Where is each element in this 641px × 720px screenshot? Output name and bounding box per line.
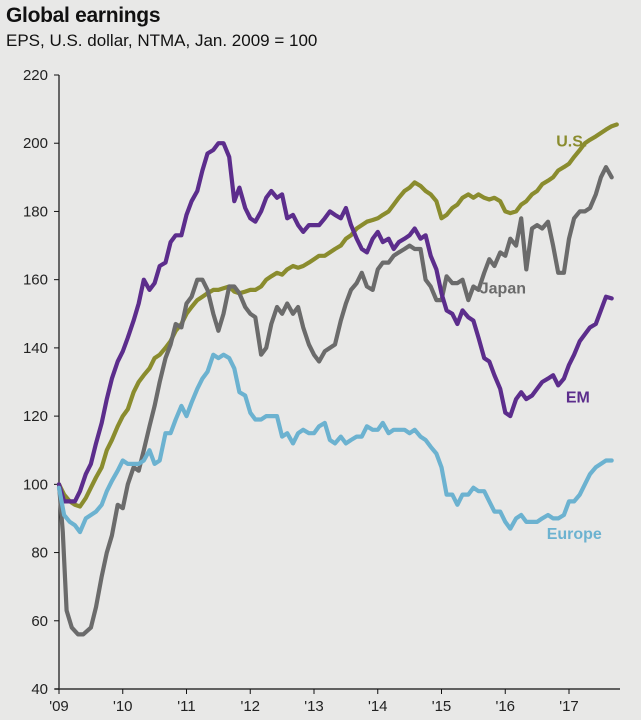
y-tick-label: 40 <box>31 681 48 698</box>
y-tick-label: 200 <box>23 135 48 152</box>
x-tick-label: '16 <box>495 698 515 715</box>
series-label-japan: Japan <box>480 280 526 297</box>
series-label-us: U.S. <box>556 134 587 151</box>
chart-title: Global earnings <box>6 4 161 27</box>
x-tick-label: '12 <box>240 698 260 715</box>
series-line-us <box>56 122 619 509</box>
y-tick-label: 100 <box>23 476 48 493</box>
y-tick-label: 180 <box>23 203 48 220</box>
y-tick-label: 120 <box>23 408 48 425</box>
chart-subtitle: EPS, U.S. dollar, NTMA, Jan. 2009 = 100 <box>6 31 318 50</box>
x-tick-label: '17 <box>559 698 579 715</box>
y-tick-label: 80 <box>31 545 48 562</box>
series-label-europe: Europe <box>547 526 602 543</box>
x-tick-label: '15 <box>432 698 452 715</box>
x-tick-label: '11 <box>177 698 195 715</box>
x-tick-label: '13 <box>304 698 324 715</box>
axes: 40 60 80 100 120 140 160 180 200 220 '09 '10 '11 '12 '… <box>23 67 620 715</box>
series-line-europe <box>56 352 614 535</box>
series-lines <box>56 122 619 637</box>
y-tick-label: 60 <box>31 613 48 630</box>
series-label-em: EM <box>566 389 590 406</box>
y-tick-label: 140 <box>23 340 48 357</box>
x-tick-label: '10 <box>113 698 133 715</box>
y-tick-label: 220 <box>23 67 48 84</box>
series-line-japan <box>56 165 614 637</box>
x-tick-label: '14 <box>368 698 388 715</box>
y-tick-label: 160 <box>23 272 48 289</box>
series-labels: U.S. Japan EM Europe <box>480 134 602 543</box>
x-tick-label: '09 <box>49 698 69 715</box>
series-line-em <box>56 141 614 504</box>
